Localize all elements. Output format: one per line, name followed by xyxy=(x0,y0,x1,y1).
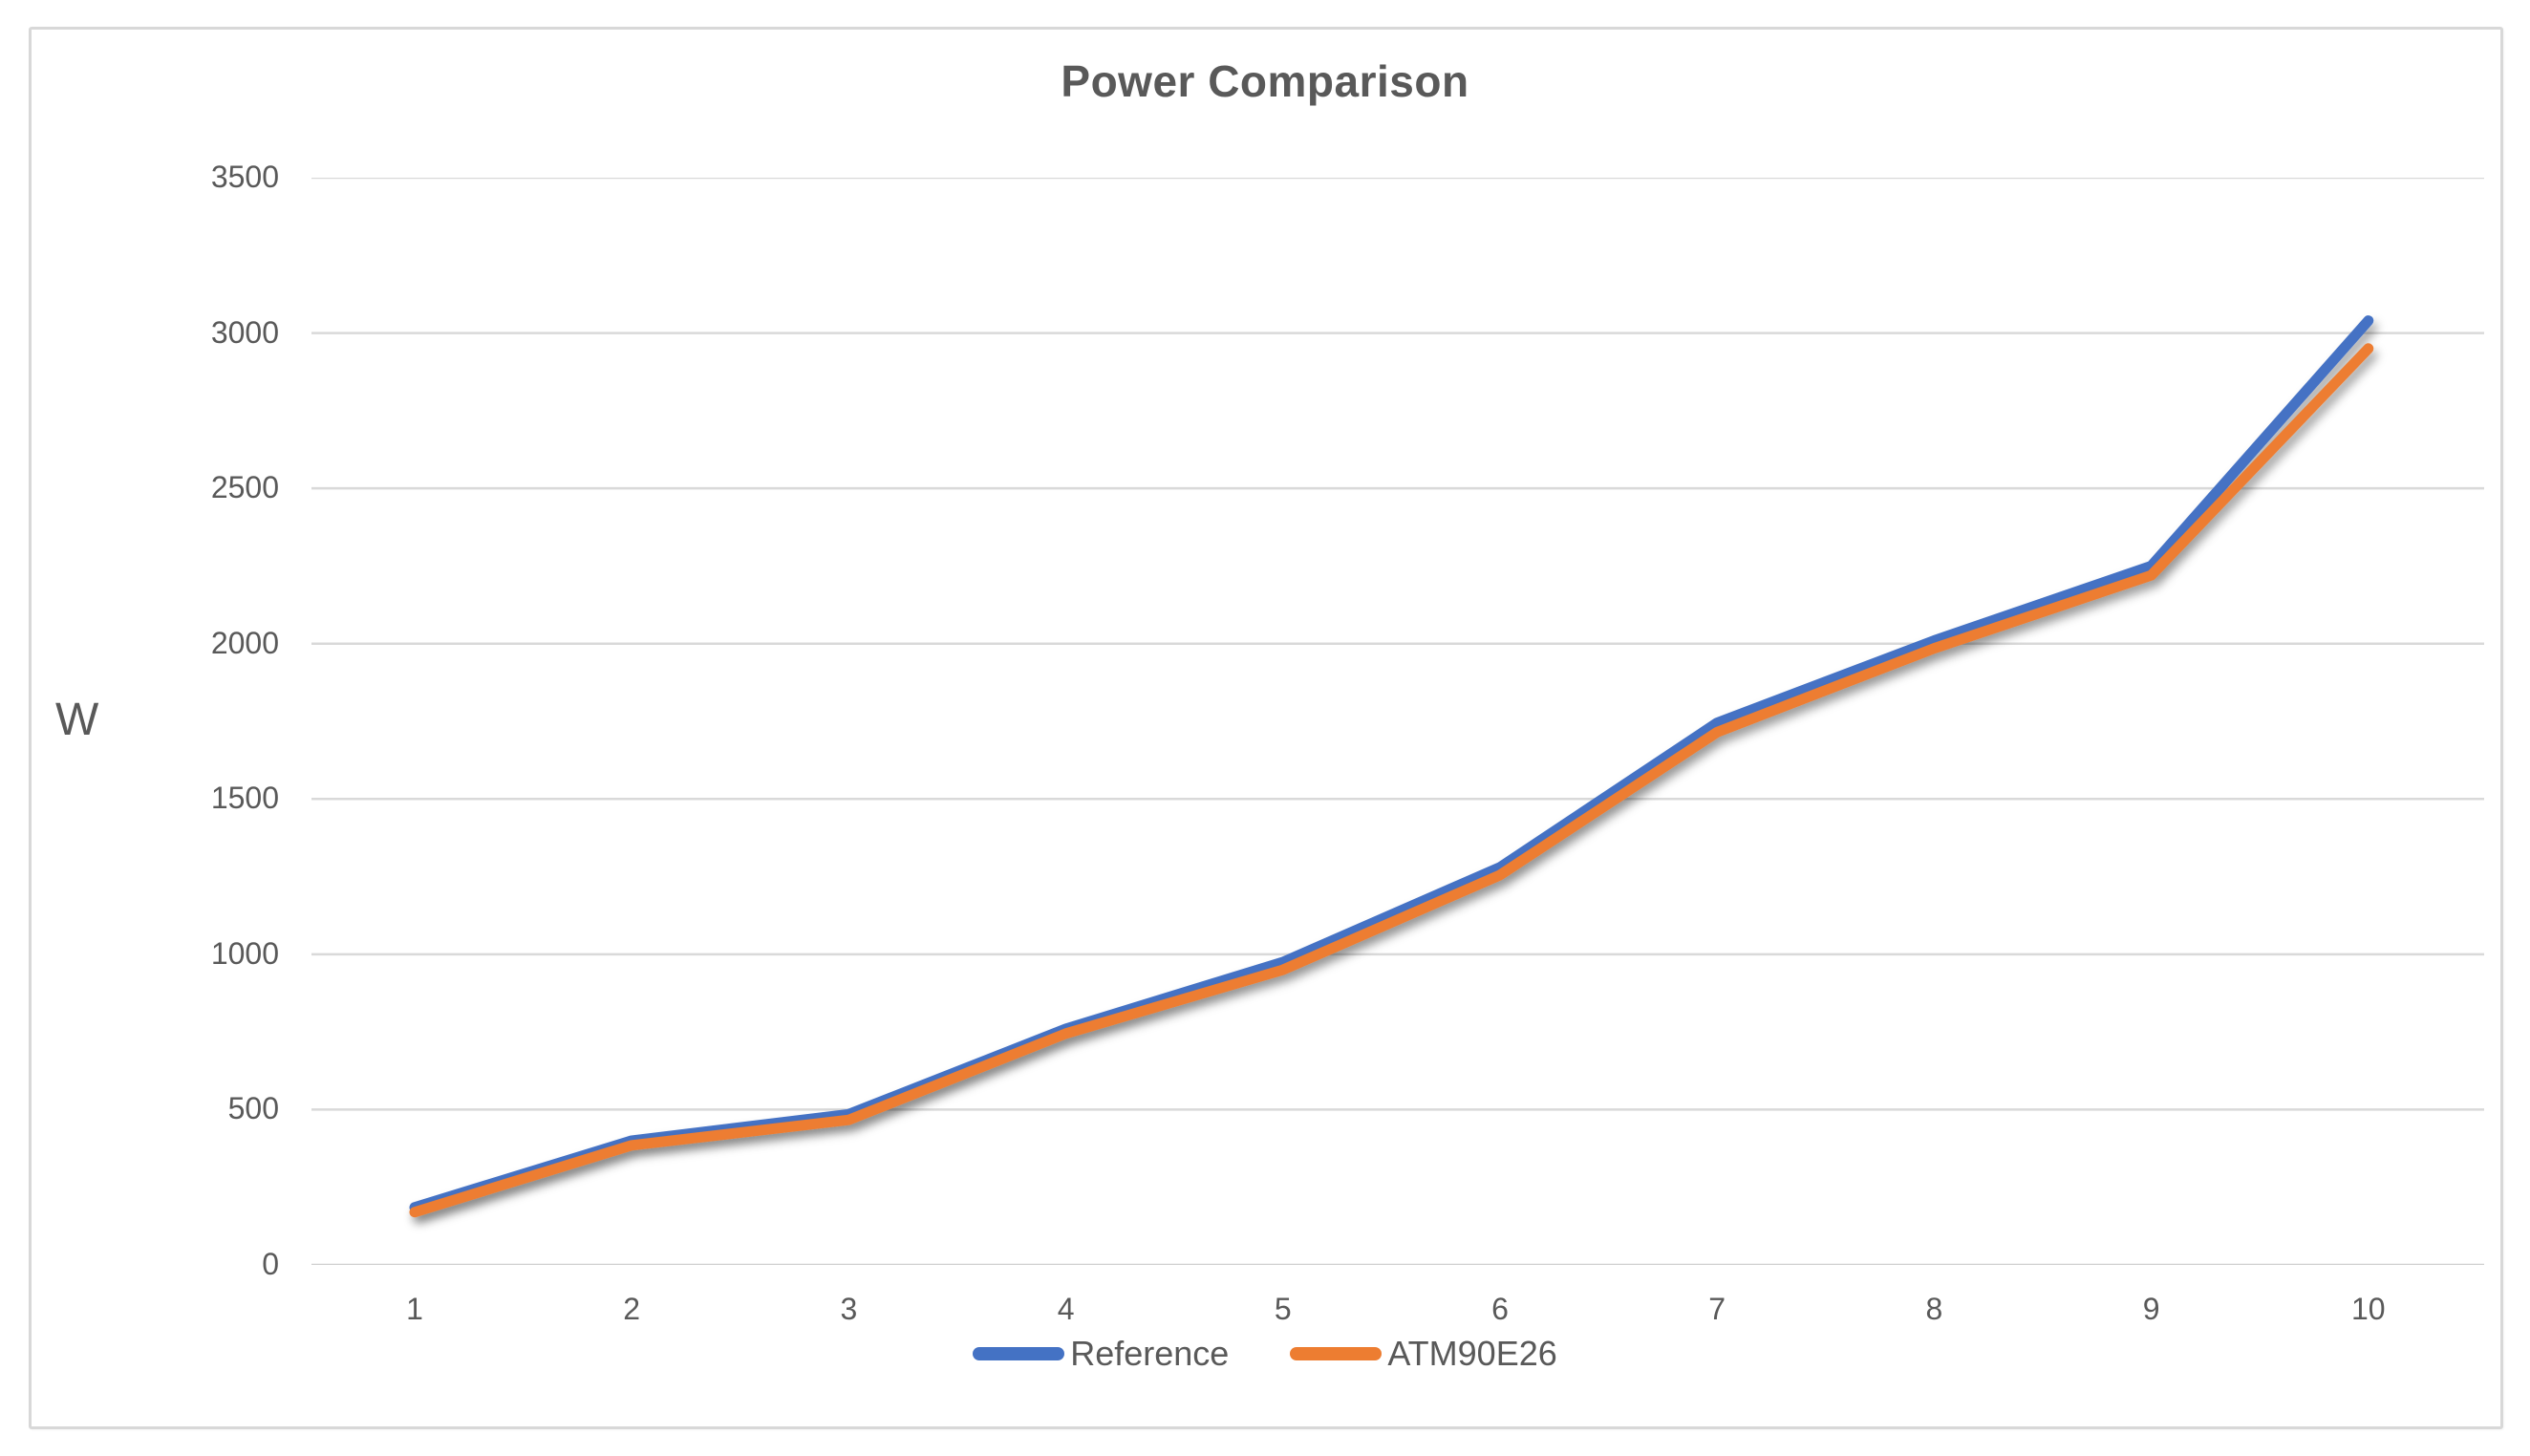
legend: Reference ATM90E26 xyxy=(0,1334,2530,1374)
x-tick-label: 4 xyxy=(1057,1292,1075,1326)
y-tick-label: 1500 xyxy=(210,781,279,816)
y-tick-label: 3000 xyxy=(210,314,279,350)
y-tick-label: 500 xyxy=(227,1091,279,1126)
legend-item-reference: Reference xyxy=(973,1334,1229,1374)
x-tick-label: 7 xyxy=(1708,1292,1726,1326)
x-tick-label: 1 xyxy=(406,1292,423,1326)
x-tick-label: 2 xyxy=(623,1292,641,1326)
x-tick-label: 10 xyxy=(2351,1292,2386,1326)
y-tick-label: 0 xyxy=(262,1247,279,1281)
series-line-atm90e26 xyxy=(409,343,2374,1218)
chart-title: Power Comparison xyxy=(1061,56,1469,106)
y-axis-title: W xyxy=(55,695,99,745)
series-line-reference xyxy=(409,315,2374,1213)
y-tick-label: 3500 xyxy=(210,160,279,194)
x-tick-label: 6 xyxy=(1491,1292,1509,1326)
x-tick-label: 9 xyxy=(2142,1292,2160,1326)
y-tick-label: 1000 xyxy=(210,935,279,971)
x-tick-label: 5 xyxy=(1274,1292,1292,1326)
legend-label: Reference xyxy=(1070,1334,1230,1373)
x-tick-label: 8 xyxy=(1925,1292,1943,1326)
legend-swatch-reference xyxy=(973,1347,1065,1360)
plot-area xyxy=(311,178,2484,1265)
x-tick-label: 3 xyxy=(840,1292,858,1326)
y-tick-label: 2000 xyxy=(210,625,279,660)
legend-swatch-atm90e26 xyxy=(1290,1347,1383,1360)
y-tick-label: 2500 xyxy=(210,470,279,505)
legend-item-atm90e26: ATM90E26 xyxy=(1290,1334,1557,1374)
legend-label: ATM90E26 xyxy=(1387,1334,1557,1373)
